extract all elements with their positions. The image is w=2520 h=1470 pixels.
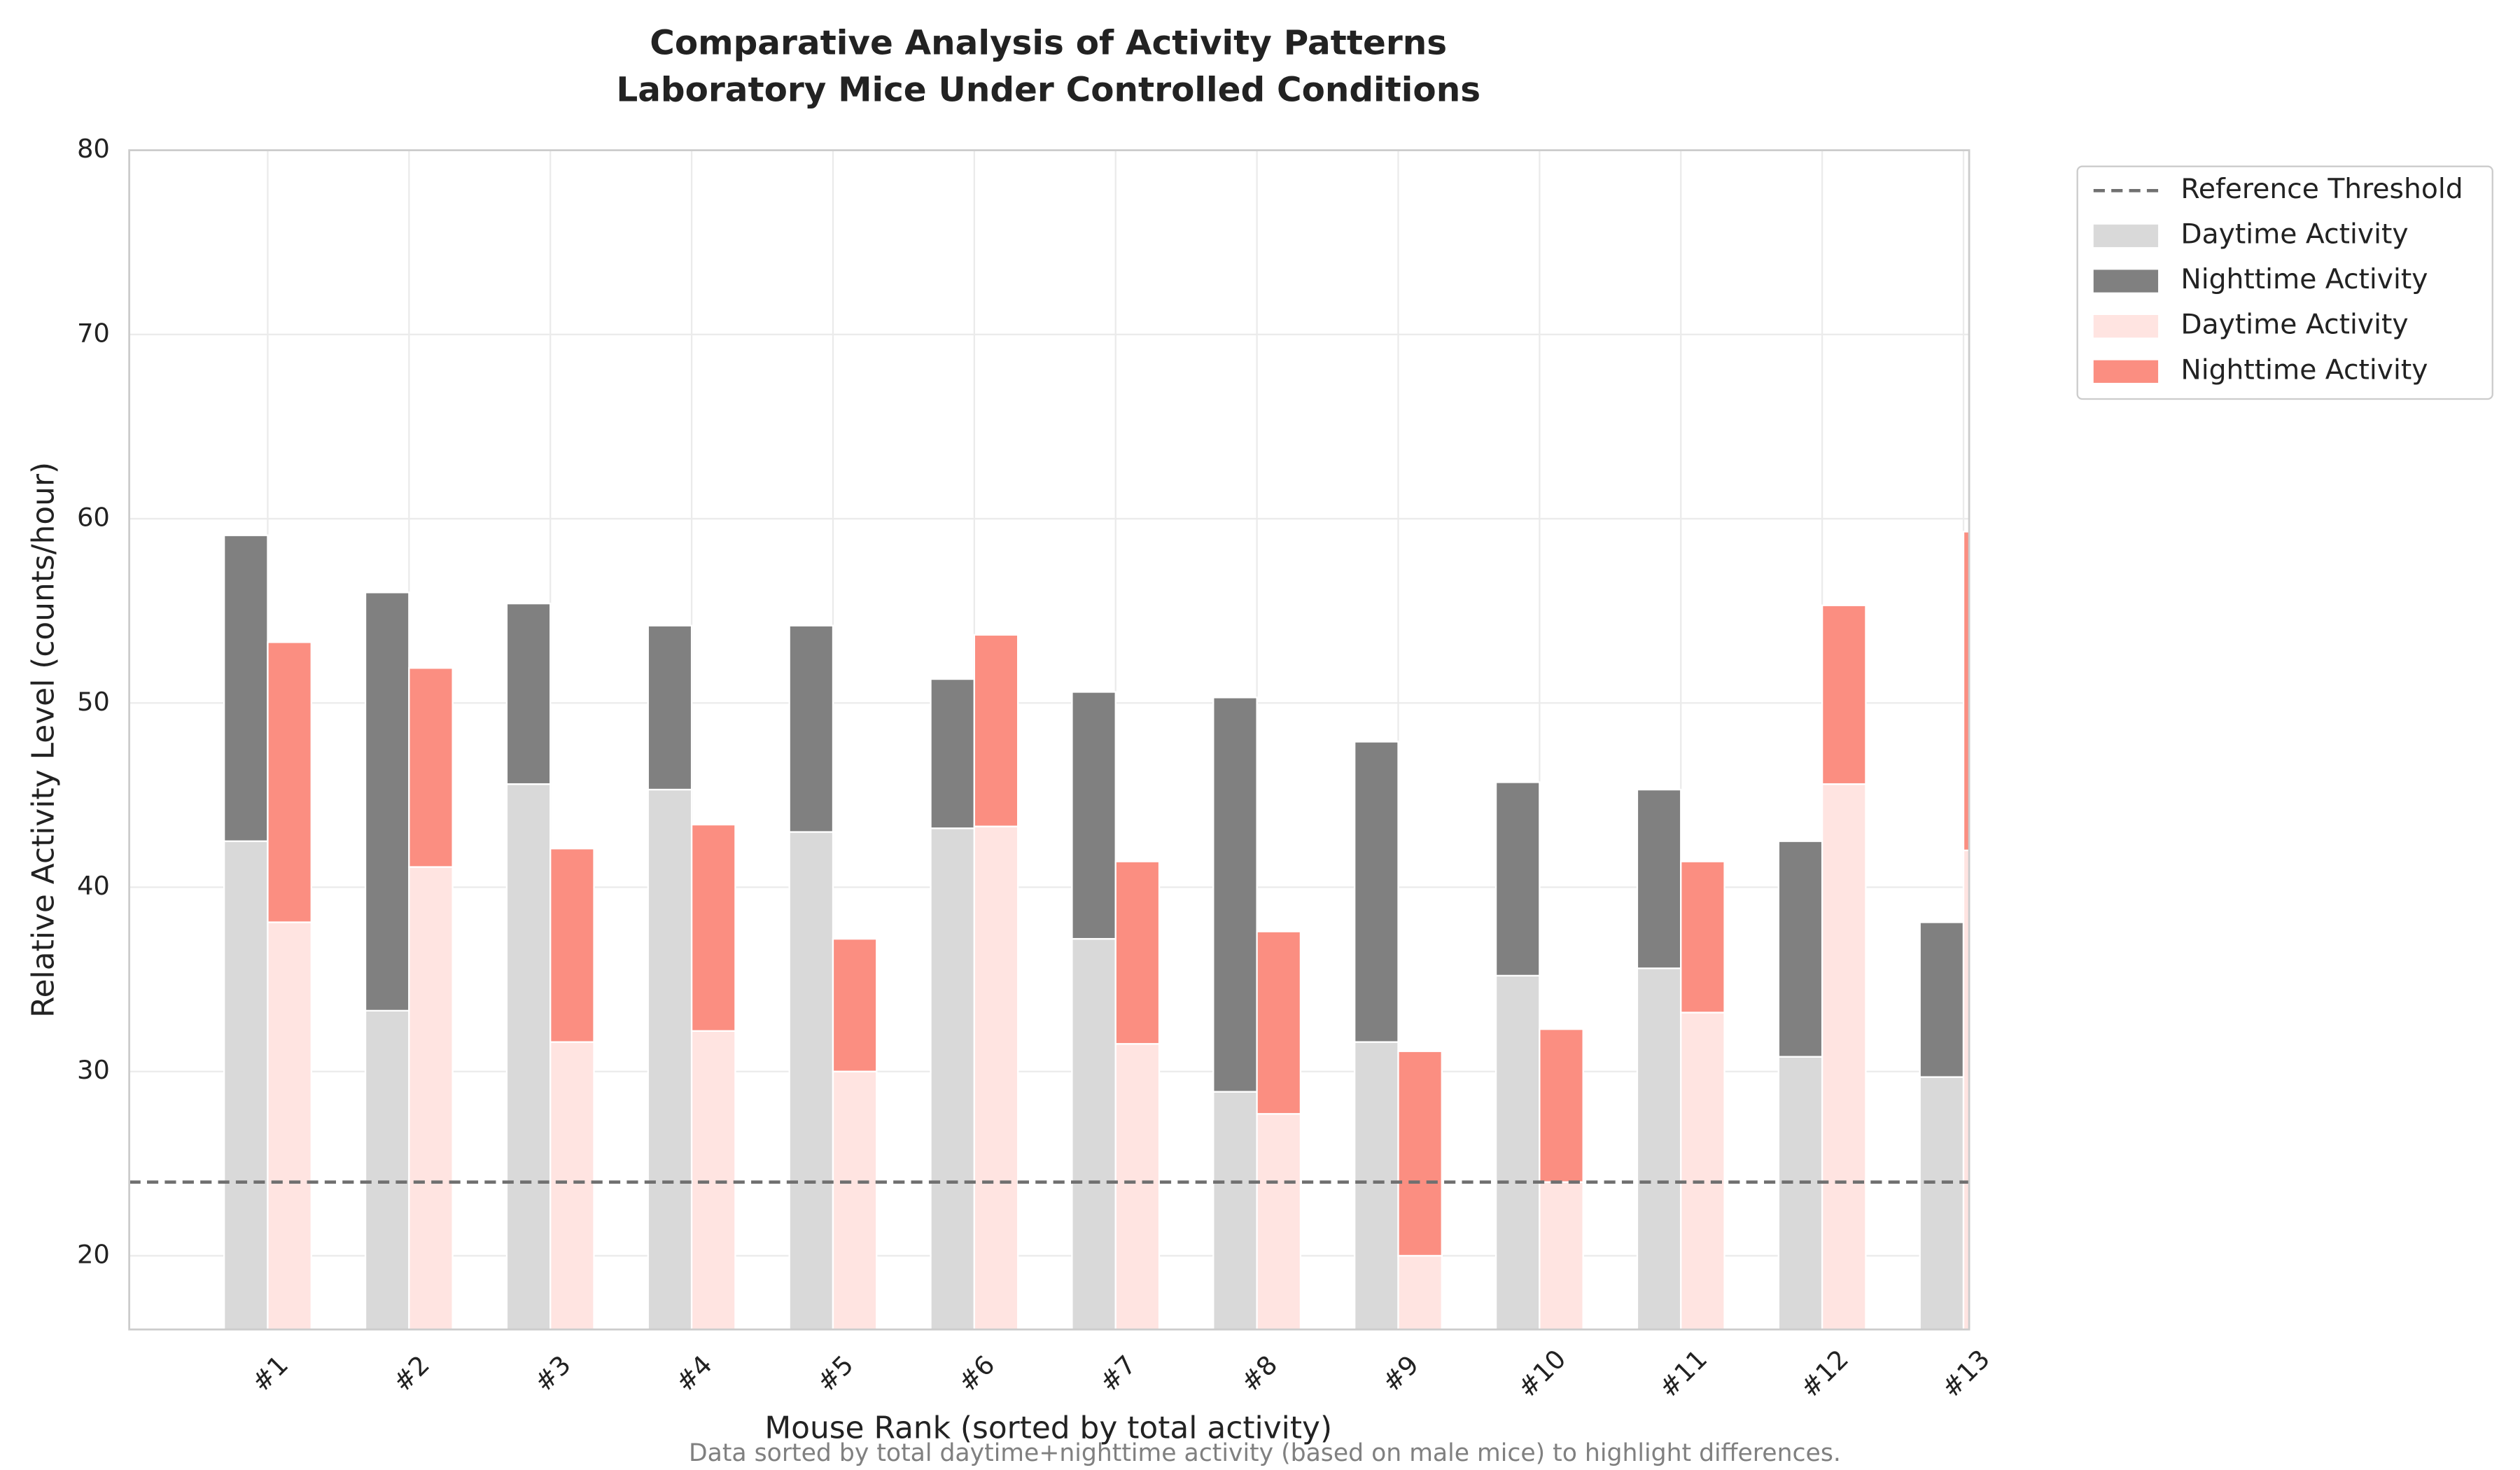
bar-segment bbox=[647, 788, 693, 1330]
bar-segment bbox=[1494, 974, 1541, 1330]
bar-segment bbox=[364, 592, 410, 1012]
bar-segment bbox=[1354, 1041, 1399, 1330]
bar-segment bbox=[788, 624, 834, 833]
legend-box bbox=[2076, 165, 2493, 400]
bar-segment bbox=[690, 1030, 736, 1330]
bar-segment bbox=[1494, 781, 1541, 976]
bar-segment bbox=[1212, 1091, 1258, 1330]
bar-segment bbox=[1821, 783, 1867, 1330]
bar-segment bbox=[223, 534, 269, 842]
bar-segment bbox=[1114, 860, 1161, 1045]
footnote: Data sorted by total daytime+nighttime a… bbox=[689, 1439, 1841, 1467]
bar-segment bbox=[1962, 849, 1970, 1330]
bar-segment bbox=[1256, 1113, 1302, 1330]
bar-segment bbox=[832, 938, 878, 1072]
bar-segment bbox=[1397, 1254, 1443, 1330]
bar-segment bbox=[1636, 967, 1682, 1330]
legend-label: Daytime Activity bbox=[2180, 218, 2408, 250]
bar-segment bbox=[1919, 1076, 1965, 1330]
bar-segment bbox=[550, 1041, 595, 1330]
bar-segment bbox=[1256, 930, 1302, 1115]
bar-segment bbox=[1919, 921, 1965, 1078]
bar-segment bbox=[647, 624, 693, 791]
legend-label: Nighttime Activity bbox=[2180, 354, 2428, 386]
bar-segment bbox=[788, 831, 834, 1330]
plot-frame bbox=[128, 149, 1970, 1331]
bar-segment bbox=[973, 825, 1019, 1330]
bar-segment bbox=[1539, 1181, 1584, 1330]
y-tick-label: 80 bbox=[77, 134, 110, 164]
y-axis-label: Relative Activity Level (counts/hour) bbox=[26, 462, 62, 1018]
bar-segment bbox=[1071, 691, 1116, 940]
bar-segment bbox=[1397, 1050, 1443, 1257]
bar-segment bbox=[267, 641, 312, 923]
x-axis-label: Mouse Rank (sorted by total activity) bbox=[764, 1410, 1332, 1446]
bar-segment bbox=[364, 1009, 410, 1330]
legend-label: Reference Threshold bbox=[2180, 174, 2463, 205]
legend-label: Nighttime Activity bbox=[2180, 264, 2428, 295]
y-tick-label: 60 bbox=[77, 503, 110, 533]
bar-segment bbox=[223, 840, 269, 1330]
legend-label: Daytime Activity bbox=[2180, 309, 2408, 341]
bar-segment bbox=[1636, 788, 1682, 969]
bar-segment bbox=[505, 783, 552, 1330]
bar-segment bbox=[832, 1070, 878, 1330]
y-tick-label: 70 bbox=[77, 318, 110, 348]
bar-segment bbox=[267, 921, 312, 1330]
bar-segment bbox=[1071, 938, 1116, 1330]
bar-segment bbox=[930, 827, 976, 1330]
bar-segment bbox=[690, 823, 736, 1032]
legend-swatch bbox=[2093, 360, 2159, 383]
legend-swatch bbox=[2093, 224, 2159, 248]
bar-segment bbox=[930, 678, 976, 830]
chart-subtitle: Laboratory Mice Under Controlled Conditi… bbox=[616, 71, 1480, 110]
bar-segment bbox=[1821, 604, 1867, 785]
y-tick-label: 40 bbox=[77, 871, 110, 901]
bar-segment bbox=[1777, 840, 1823, 1058]
bar-segment bbox=[1212, 696, 1258, 1093]
legend-swatch bbox=[2093, 270, 2159, 293]
bar-segment bbox=[505, 602, 552, 785]
bar-segment bbox=[408, 866, 454, 1330]
y-tick-label: 50 bbox=[77, 687, 110, 717]
bar-segment bbox=[1680, 1011, 1726, 1330]
plot-area bbox=[223, 531, 1970, 1330]
bar-segment bbox=[1777, 1056, 1823, 1330]
chart-title: Comparative Analysis of Activity Pattern… bbox=[650, 24, 1447, 63]
bar-segment bbox=[550, 848, 595, 1043]
legend-swatch bbox=[2093, 315, 2159, 338]
bar-segment bbox=[408, 667, 454, 868]
bar-segment bbox=[1962, 531, 1970, 852]
bar-segment bbox=[1354, 741, 1399, 1043]
y-tick-label: 30 bbox=[77, 1055, 110, 1085]
bar-segment bbox=[1539, 1028, 1584, 1183]
y-tick-label: 20 bbox=[77, 1239, 110, 1269]
bar-segment bbox=[973, 634, 1019, 827]
bar-segment bbox=[1680, 860, 1726, 1014]
bar-segment bbox=[1114, 1043, 1161, 1330]
